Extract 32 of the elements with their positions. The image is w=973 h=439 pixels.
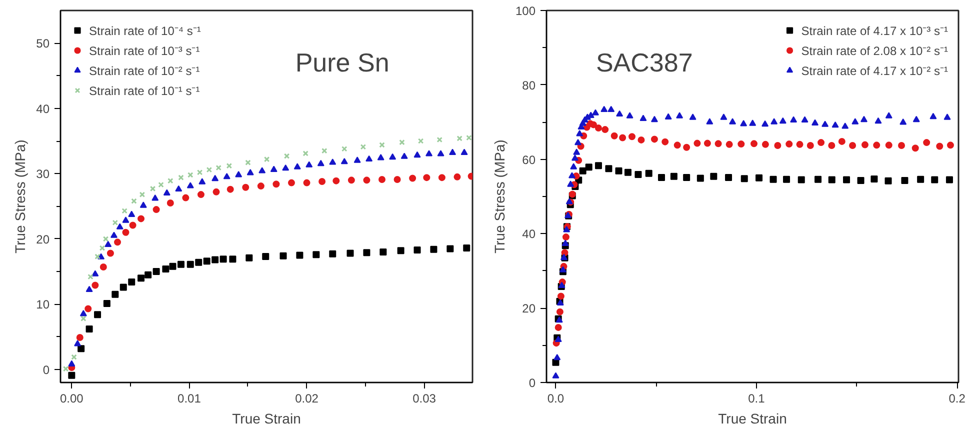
y-tick-label: 20 bbox=[36, 232, 50, 246]
x-tick-label: 0.01 bbox=[178, 392, 202, 406]
y-tick-label: 10 bbox=[36, 298, 50, 312]
y-axis-title: True Stress (MPa) bbox=[12, 140, 28, 254]
y-tick-label: 100 bbox=[515, 4, 536, 18]
y-tick-label: 40 bbox=[36, 102, 50, 116]
x-axis-title: True Strain bbox=[718, 410, 787, 426]
x-tick-label: 0.2 bbox=[948, 392, 966, 406]
y-tick-label: 80 bbox=[522, 78, 536, 92]
y-tick-label: 60 bbox=[522, 152, 536, 167]
legend-label: Strain rate of 2.08 x 10⁻² s⁻¹ bbox=[801, 42, 948, 58]
y-tick-label: 40 bbox=[522, 227, 536, 242]
legend-label: Strain rate of 4.17 x 10⁻³ s⁻¹ bbox=[801, 22, 948, 38]
legend-label: Strain rate of 10⁻¹ s⁻¹ bbox=[89, 82, 200, 98]
y-tick-label: 50 bbox=[36, 36, 50, 51]
y-tick-label: 0 bbox=[528, 376, 536, 390]
x-tick-label: 0.02 bbox=[295, 392, 319, 406]
x-tick-label: 0.1 bbox=[748, 392, 766, 406]
legend-label: Strain rate of 10⁻² s⁻¹ bbox=[89, 62, 200, 78]
annotation: SAC387 bbox=[596, 47, 693, 78]
y-axis-title: True Stress (MPa) bbox=[491, 140, 508, 254]
legend-label: Strain rate of 10⁻³ s⁻¹ bbox=[89, 42, 200, 58]
x-tick-label: 0.00 bbox=[60, 392, 84, 406]
x-axis-title: True Strain bbox=[232, 410, 301, 426]
y-tick-label: 0 bbox=[42, 362, 50, 377]
legend-label: Strain rate of 4.17 x 10⁻² s⁻¹ bbox=[801, 62, 948, 78]
x-tick-label: 0.0 bbox=[547, 392, 564, 406]
annotation: Pure Sn bbox=[295, 47, 390, 78]
x-tick-label: 0.03 bbox=[412, 392, 436, 406]
y-tick-label: 20 bbox=[522, 302, 536, 316]
legend-label: Strain rate of 10⁻⁴ s⁻¹ bbox=[89, 22, 201, 38]
y-tick-label: 30 bbox=[36, 167, 50, 182]
